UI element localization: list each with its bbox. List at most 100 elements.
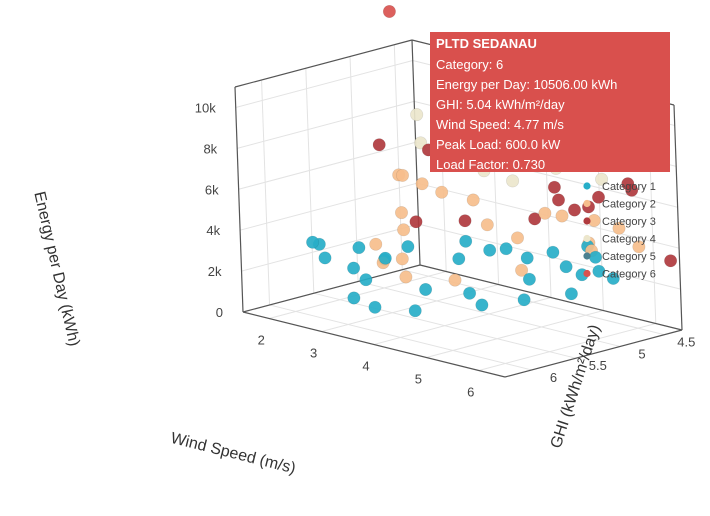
legend-label: Category 2 [602,199,656,211]
grid-line [239,182,418,231]
grid-line [426,310,604,358]
data-point [415,177,429,191]
legend-label: Category 4 [602,234,656,246]
legend-marker [583,182,591,190]
legend-marker [583,217,591,225]
data-point [359,273,373,287]
hover-tooltip: PLTD SEDANAU Category: 6 Energy per Day: 1… [430,32,670,172]
data-point [401,240,415,254]
data-point [395,168,409,182]
grid-line [237,100,415,149]
data-point [397,223,411,237]
data-point [408,304,422,318]
data-point [318,251,332,265]
frame-edge [673,104,683,331]
tooltip-box [430,32,670,172]
z-tick-label: 6k [205,182,219,197]
legend-marker [583,269,591,278]
data-point [506,174,520,188]
data-point [551,193,565,207]
tooltip-line: Category: 6 [436,57,503,72]
tooltip-line: Peak Load: 600.0 kW [436,137,561,152]
data-point [612,221,626,235]
data-point [592,264,606,278]
tooltip-line: Load Factor: 0.730 [436,157,545,172]
data-point [394,206,408,220]
grid-line [269,304,532,371]
grid-line [235,59,413,108]
data-point [664,254,678,268]
legend-marker [583,234,591,243]
data-point [409,215,423,229]
y-tick-label: 5.5 [589,358,607,373]
tooltip-title: PLTD SEDANAU [436,36,537,51]
data-point [368,300,382,314]
z-axis-title: Energy per Day (kWh) [30,190,82,348]
data-point [463,286,477,300]
data-point [515,263,529,277]
data-point [517,293,531,307]
data-point [480,218,494,232]
legend-marker [583,199,591,208]
data-point [475,298,489,312]
data-point [606,271,620,285]
data-point [538,206,552,220]
data-point [382,5,396,18]
data-point [419,282,433,296]
frame-edge [234,39,413,88]
data-point [483,243,497,257]
grid-line [313,292,576,359]
data-point [564,287,578,301]
legend-label: Category 3 [602,216,656,228]
tooltip-line: Wind Speed: 4.77 m/s [436,117,564,132]
data-point [458,214,472,228]
grid-line [393,44,403,270]
data-point [347,261,361,275]
data-point [510,231,524,245]
z-tick-label: 0 [216,305,223,320]
x-axis-title: Wind Speed (m/s) [169,430,297,477]
data-point [466,193,480,207]
tooltip-line: GHI: 5.04 kWh/m²/day [436,97,565,112]
data-point [448,273,462,287]
tick-labels: 2 3 4 5 6 4.5 5 5.5 6 0 2k 4k 6k 8k 10k [195,100,696,399]
x-tick-label: 5 [415,372,422,387]
data-point [546,245,560,259]
data-point [452,252,466,266]
data-point [588,250,602,264]
data-point [591,190,605,204]
grid-line [305,68,315,294]
grid-line [238,141,416,190]
data-point [352,241,366,255]
data-point [625,183,639,197]
data-point [522,272,536,286]
legend-label: Category 5 [602,251,656,263]
legend: Category 1 Category 2 Category 3 Category 4… [583,181,656,281]
data-point [306,235,320,249]
data-point [399,270,413,284]
data-point [369,237,383,251]
tooltip-line: Energy per Day: 10506.00 kWh [436,77,617,92]
data-point [347,291,361,305]
frame-edge [419,264,683,331]
grid-line [402,269,665,336]
data-point [459,234,473,248]
y-tick-label: 4.5 [677,335,695,350]
grid-line [261,79,271,305]
data-point [528,212,542,226]
tooltip-pointer [430,104,521,117]
legend-label: Category 1 [602,181,656,193]
data-point [435,185,449,199]
grid-line [478,323,656,371]
grid-line [357,280,621,347]
data-point [555,209,569,223]
data-point [547,180,561,194]
legend-label: Category 6 [602,269,656,281]
z-axis-line [234,86,244,313]
y-tick-label: 5 [638,346,645,361]
x-axis-line [242,311,506,378]
data-point [559,260,573,274]
x-tick-label: 4 [362,359,369,374]
data-point [378,251,392,265]
